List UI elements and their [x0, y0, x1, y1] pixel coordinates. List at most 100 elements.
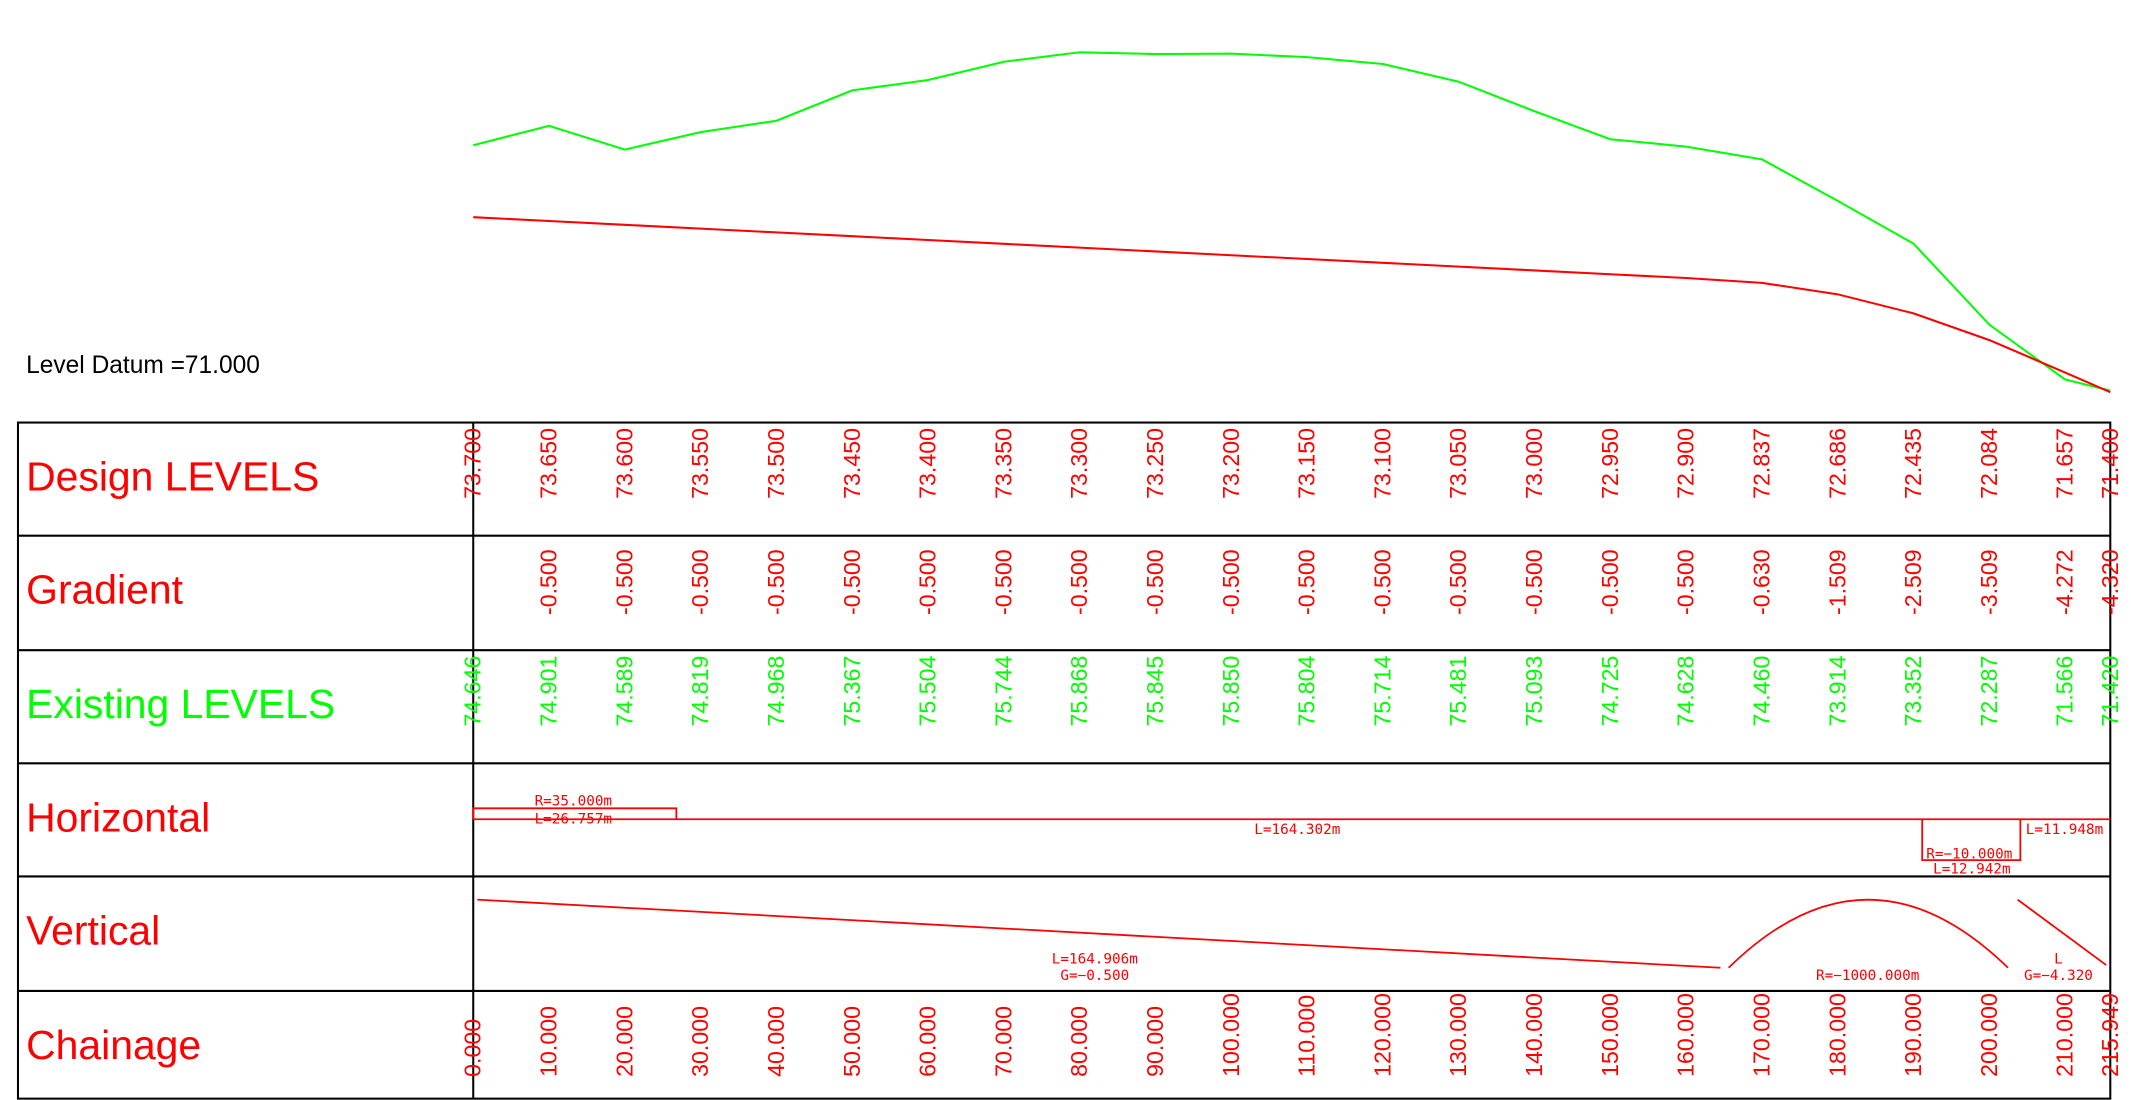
- value-label: 120.000: [1369, 993, 1395, 1077]
- annotation: R=−10.000m: [1926, 847, 2012, 863]
- value-label: 73.250: [1142, 428, 1168, 499]
- value-label: -1.509: [1824, 549, 1850, 615]
- vertical-alignment: [477, 898, 2107, 969]
- value-label: -0.500: [1369, 549, 1395, 615]
- value-label: 0.000: [460, 1019, 486, 1077]
- value-label: 73.100: [1369, 428, 1395, 499]
- value-label: 75.093: [1521, 656, 1547, 727]
- value-label: 73.300: [1066, 428, 1092, 499]
- value-label: 210.000: [2052, 993, 2078, 1077]
- value-label: 75.850: [1218, 656, 1244, 727]
- value-label: 180.000: [1824, 993, 1850, 1077]
- value-label: 74.646: [460, 656, 486, 727]
- value-label: 90.000: [1142, 1006, 1168, 1077]
- value-label: -2.509: [1900, 549, 1926, 615]
- value-label: 140.000: [1521, 993, 1547, 1077]
- value-label: -0.630: [1748, 549, 1774, 615]
- datum-label: Level Datum =71.000: [26, 352, 260, 379]
- row-label: Chainage: [26, 1022, 201, 1068]
- value-label: 74.968: [763, 656, 789, 727]
- annotation: L=12.942m: [1933, 862, 2010, 878]
- value-label: 74.628: [1673, 656, 1699, 727]
- value-label: 75.367: [839, 656, 865, 727]
- annotation: G=−0.500: [1060, 968, 1129, 984]
- value-label: 73.050: [1445, 428, 1471, 499]
- grade-line: [477, 898, 1721, 969]
- value-label: -0.500: [1521, 549, 1547, 615]
- value-label: 10.000: [536, 1006, 562, 1077]
- value-label: 20.000: [611, 1006, 637, 1077]
- value-label: 72.837: [1748, 428, 1774, 499]
- value-label: 72.084: [1976, 428, 2002, 499]
- value-label: 73.700: [460, 428, 486, 499]
- value-label: -0.500: [1066, 549, 1092, 615]
- curve-box: [1921, 819, 2022, 861]
- value-label: -0.500: [839, 549, 865, 615]
- value-label: -4.272: [2052, 549, 2078, 615]
- value-label: -3.509: [1976, 549, 2002, 615]
- value-label: 100.000: [1218, 993, 1244, 1077]
- value-label: 215.949: [2097, 993, 2123, 1077]
- value-label: 72.900: [1673, 428, 1699, 499]
- value-label: 73.000: [1521, 428, 1547, 499]
- value-label: 74.725: [1597, 656, 1623, 727]
- value-label: 73.200: [1218, 428, 1244, 499]
- value-label: 70.000: [990, 1006, 1016, 1077]
- annotation: R=35.000m: [535, 794, 612, 810]
- curve-box: [472, 807, 678, 820]
- value-label: -0.500: [915, 549, 941, 615]
- grade-line: [2017, 898, 2107, 966]
- value-label: 190.000: [1900, 993, 1926, 1077]
- value-label: 170.000: [1748, 993, 1774, 1077]
- value-label: 110.000: [1294, 995, 1320, 1077]
- value-label: -0.500: [1142, 549, 1168, 615]
- value-label: 74.819: [687, 656, 713, 727]
- value-label: 73.600: [611, 428, 637, 499]
- value-label: -0.500: [1218, 549, 1244, 615]
- value-label: 160.000: [1673, 993, 1699, 1077]
- row-label: Existing LEVELS: [26, 681, 335, 727]
- value-label: 72.287: [1976, 656, 2002, 727]
- design-line: [473, 216, 2111, 394]
- value-label: 80.000: [1066, 1006, 1092, 1077]
- value-label: 40.000: [763, 1006, 789, 1077]
- vertical-curve: [1728, 898, 2009, 969]
- annotation: L=11.948m: [2026, 822, 2103, 838]
- value-label: 73.500: [763, 428, 789, 499]
- value-label: 73.150: [1294, 428, 1320, 499]
- value-label: 73.350: [990, 428, 1016, 499]
- value-label: -0.500: [990, 549, 1016, 615]
- value-label: 75.845: [1142, 656, 1168, 727]
- value-label: 72.686: [1824, 428, 1850, 499]
- annotation: L=164.302m: [1254, 822, 1340, 838]
- value-label: 73.352: [1900, 656, 1926, 727]
- row-label: Horizontal: [26, 794, 210, 840]
- value-label: 73.400: [915, 428, 941, 499]
- annotation: G=−4.320: [2024, 968, 2093, 984]
- value-label: -0.500: [536, 549, 562, 615]
- value-label: 73.650: [536, 428, 562, 499]
- value-label: 60.000: [915, 1006, 941, 1077]
- value-label: 71.566: [2052, 656, 2078, 727]
- value-label: 73.550: [687, 428, 713, 499]
- value-label: 75.504: [915, 656, 941, 727]
- value-label: 74.460: [1748, 656, 1774, 727]
- value-label: 150.000: [1597, 993, 1623, 1077]
- annotation: L=26.757m: [535, 811, 612, 827]
- value-label: 74.901: [536, 656, 562, 727]
- value-label: 73.914: [1824, 656, 1850, 727]
- value-label: -4.320: [2097, 549, 2123, 615]
- value-label: -0.500: [1597, 549, 1623, 615]
- annotation: R=−1000.000m: [1816, 968, 1919, 984]
- value-label: 75.804: [1294, 656, 1320, 727]
- value-label: 71.420: [2097, 656, 2123, 727]
- value-label: 71.657: [2052, 428, 2078, 499]
- value-label: 75.481: [1445, 656, 1471, 727]
- table-grid: [16, 421, 2112, 1100]
- value-label: 75.744: [990, 656, 1016, 727]
- existing-ground-line: [472, 51, 2111, 392]
- value-label: 73.450: [839, 428, 865, 499]
- value-label: 30.000: [687, 1006, 713, 1077]
